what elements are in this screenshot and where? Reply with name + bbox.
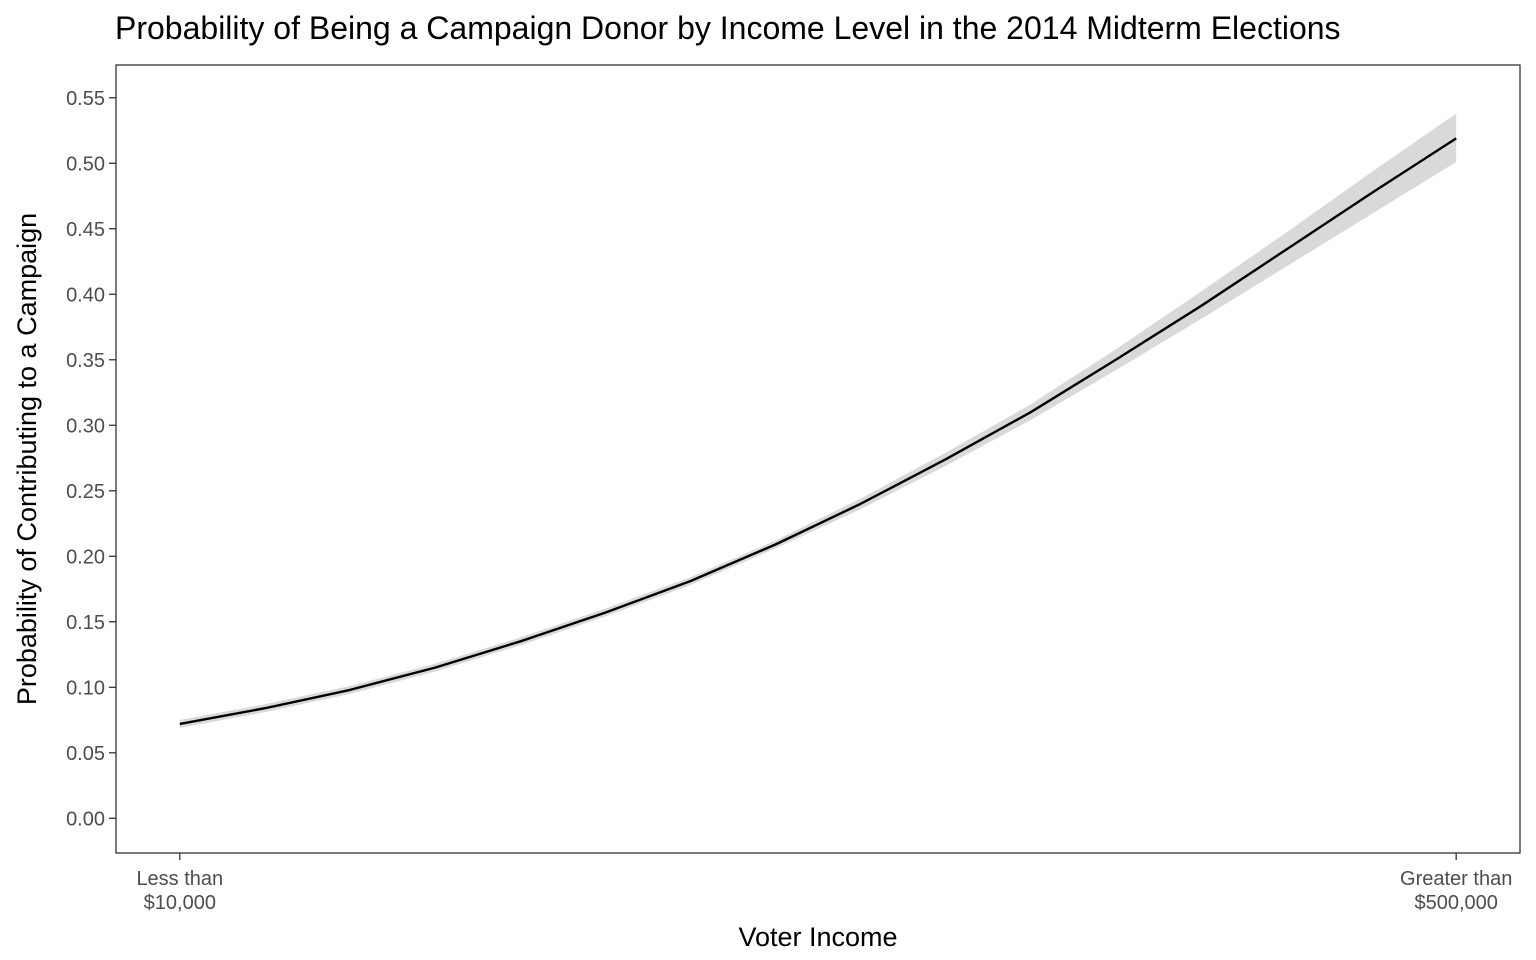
y-tick-label: 0.30 bbox=[66, 415, 105, 437]
y-tick-label: 0.40 bbox=[66, 284, 105, 306]
x-tick-label-line: $10,000 bbox=[144, 892, 216, 914]
panel-background bbox=[116, 65, 1520, 853]
x-axis: Less than $10,000 Greater than $500,000 bbox=[136, 853, 1512, 914]
y-tick-label: 0.50 bbox=[66, 153, 105, 175]
y-axis-title: Probability of Contributing to a Campaig… bbox=[12, 213, 42, 705]
x-tick-label-line: Greater than bbox=[1400, 868, 1512, 890]
y-tick-label: 0.10 bbox=[66, 677, 105, 699]
x-tick-label: Less than $10,000 bbox=[136, 868, 223, 914]
plot-layer bbox=[179, 113, 1457, 728]
chart-title: Probability of Being a Campaign Donor by… bbox=[115, 10, 1341, 46]
y-tick-label: 0.25 bbox=[66, 481, 105, 503]
series-line bbox=[179, 137, 1457, 726]
panel-border bbox=[115, 64, 1521, 854]
y-tick-label: 0.15 bbox=[66, 612, 105, 634]
y-tick-label: 0.05 bbox=[66, 743, 105, 765]
x-tick-label-line: $500,000 bbox=[1414, 892, 1497, 914]
x-tick-label: Greater than $500,000 bbox=[1400, 868, 1512, 914]
x-tick-label-line: Less than bbox=[136, 868, 223, 890]
y-tick-label: 0.45 bbox=[66, 219, 105, 241]
y-tick-label: 0.55 bbox=[66, 88, 105, 110]
y-axis: 0.00 0.05 0.10 0.15 0.20 0.25 0.30 0.35 0.40 0.45… bbox=[66, 88, 116, 830]
y-tick-label: 0.00 bbox=[66, 808, 105, 830]
x-axis-title: Voter Income bbox=[738, 922, 897, 952]
y-tick-label: 0.20 bbox=[66, 546, 105, 568]
y-tick-label: 0.35 bbox=[66, 350, 105, 372]
